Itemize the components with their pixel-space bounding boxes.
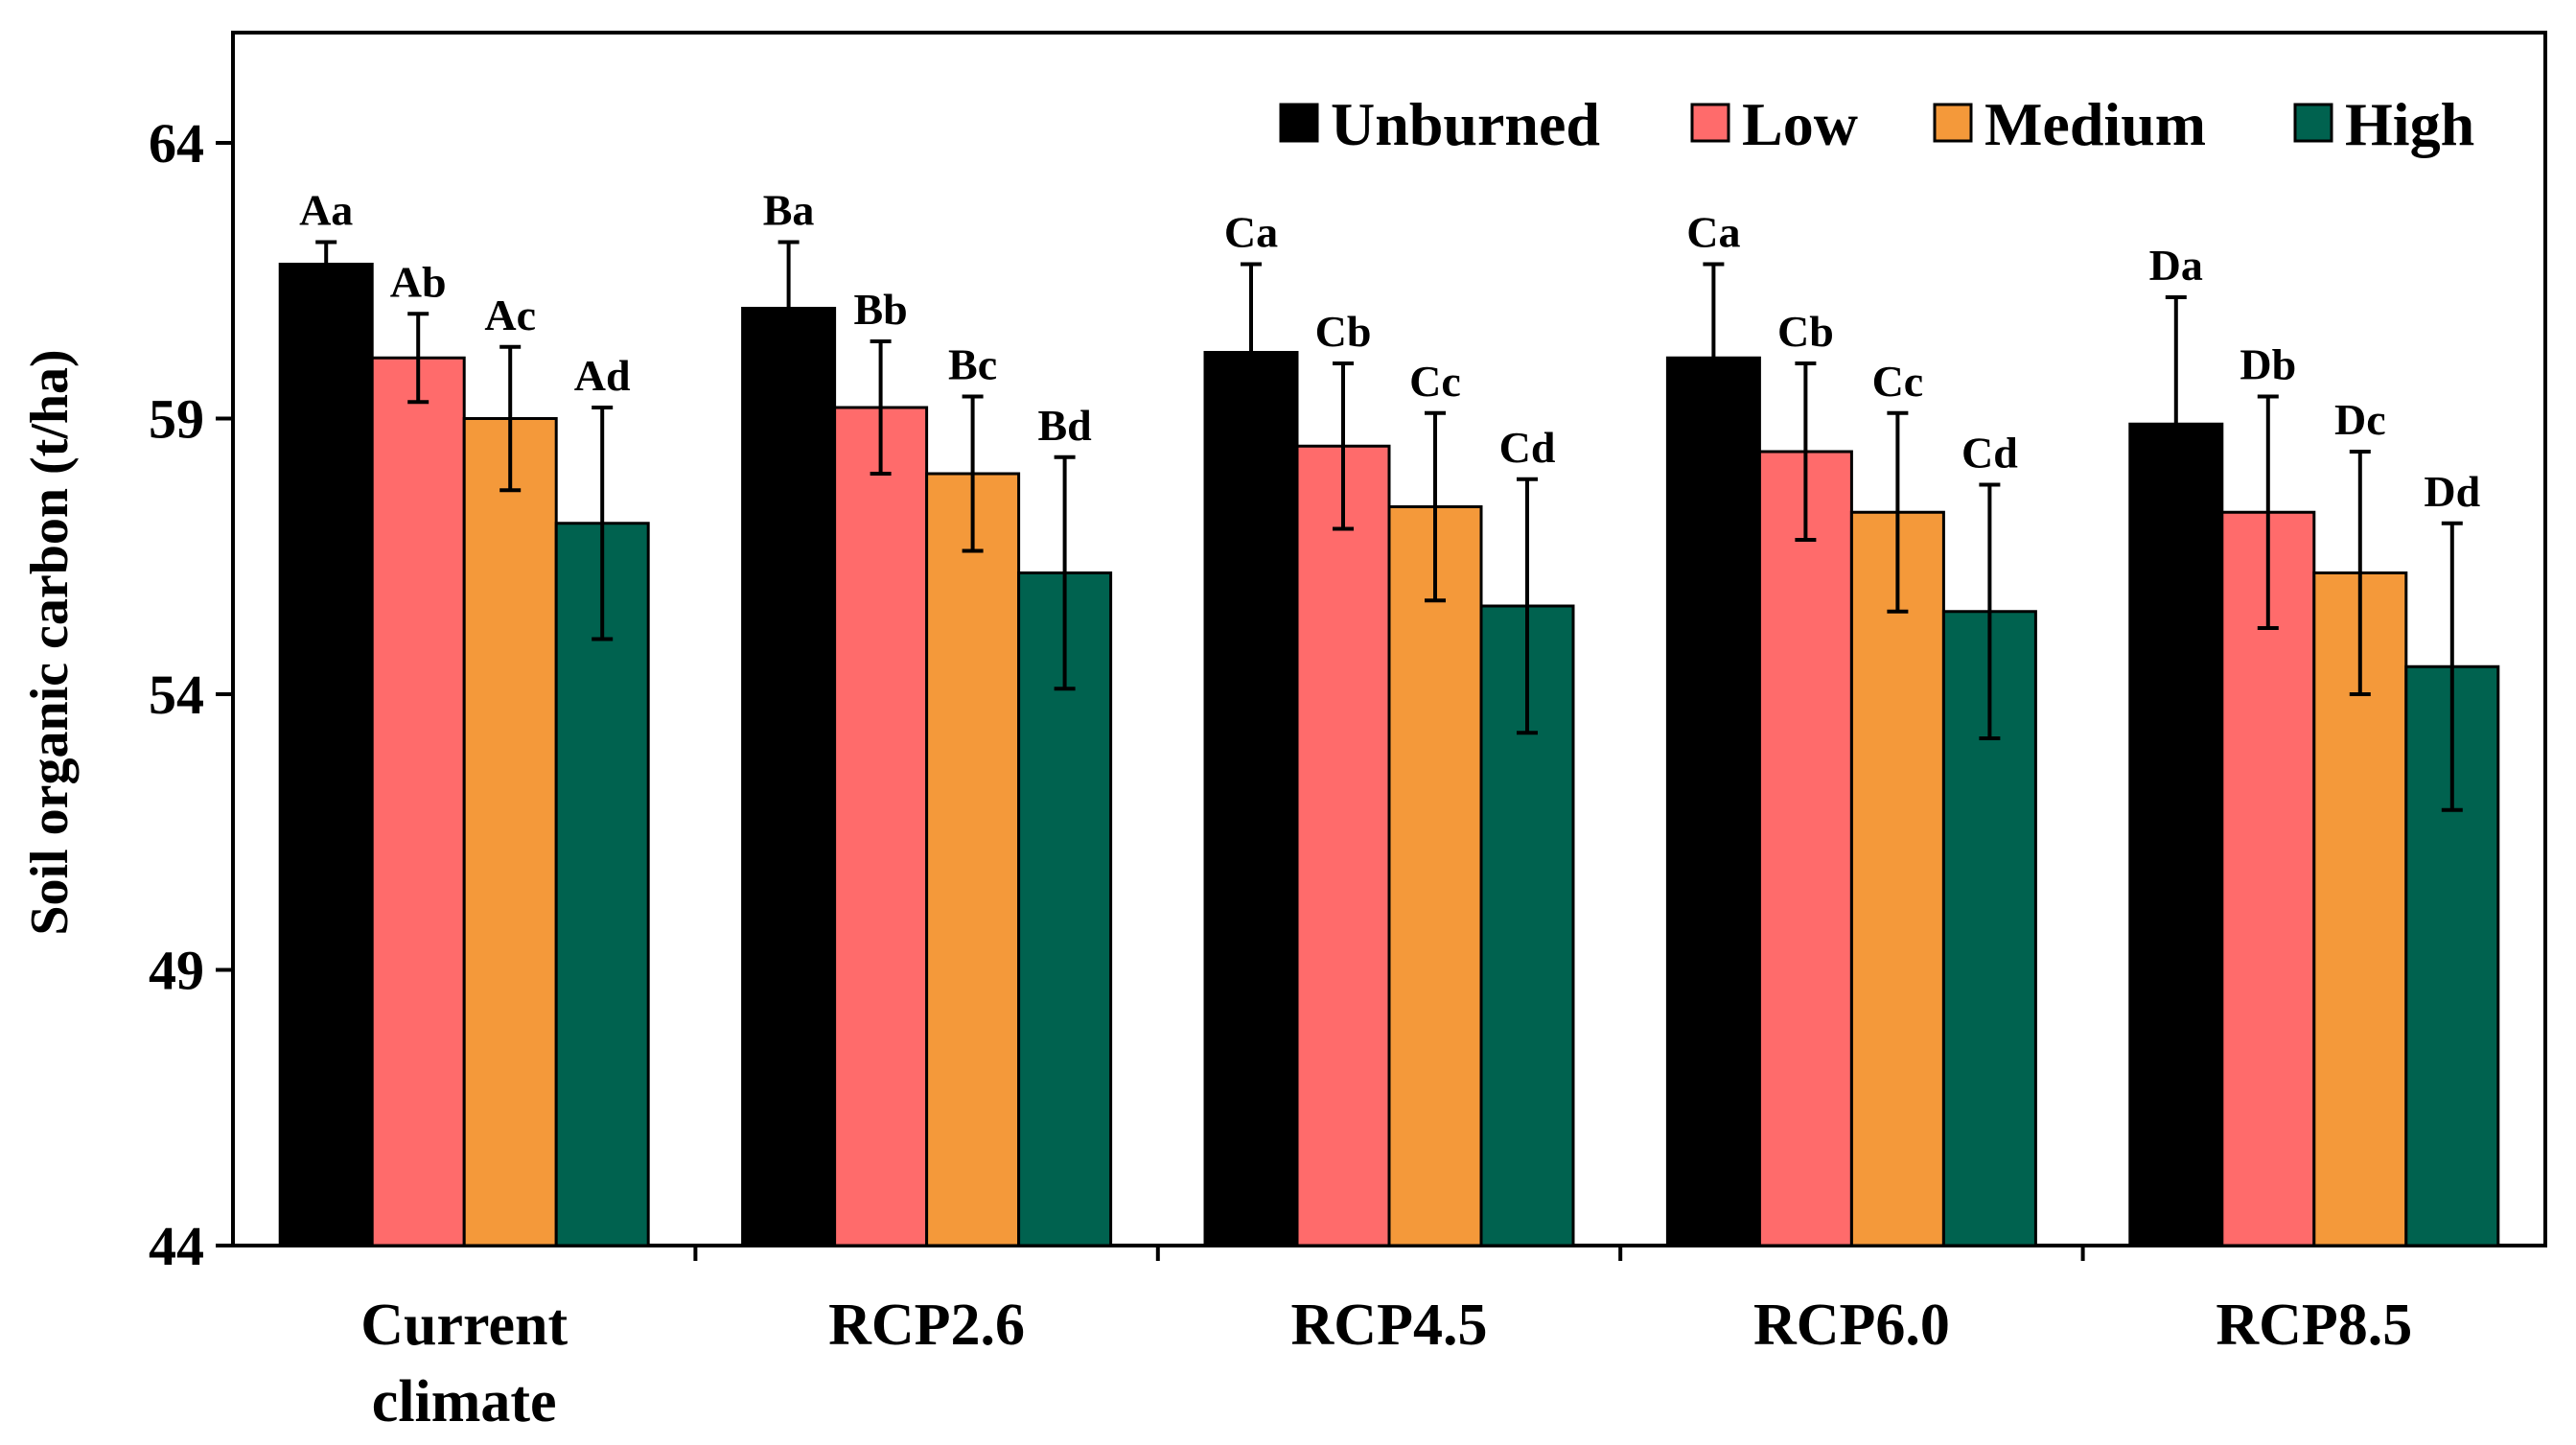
x-tick-label: RCP8.5 [2216, 1293, 2412, 1358]
significance-label: Dd [2424, 467, 2480, 516]
y-tick-label: 54 [149, 664, 204, 726]
x-tick-label: RCP6.0 [1753, 1293, 1950, 1358]
bar-low [370, 356, 466, 1247]
bar-unburned [1665, 356, 1761, 1247]
bar-medium [1387, 505, 1483, 1247]
significance-label: Ad [574, 351, 631, 400]
x-tick-label: RCP2.6 [828, 1293, 1025, 1358]
legend-swatch-medium [1933, 103, 1973, 143]
significance-label: Ca [1224, 208, 1278, 257]
significance-label: Db [2239, 340, 2296, 389]
bar-unburned [2128, 422, 2224, 1247]
y-tick-label: 59 [149, 388, 204, 451]
y-axis-label: Soil organic carbon (t/ha) [20, 349, 80, 935]
y-tick-label: 49 [149, 940, 204, 1002]
significance-label: Bc [948, 340, 997, 389]
y-axis-group: 44 49 54 59 64 [149, 112, 233, 1277]
legend-swatch-unburned [1279, 103, 1319, 143]
error-bars-group [315, 240, 2463, 812]
legend-swatch-high [2293, 103, 2333, 143]
legend: Unburned Low Medium High [1279, 90, 2474, 158]
legend-label-high: High [2345, 90, 2474, 158]
legend-label-medium: Medium [1984, 90, 2206, 158]
significance-label: Dc [2334, 395, 2386, 444]
bar-unburned [741, 307, 837, 1247]
bar-low [833, 406, 929, 1247]
bar-unburned [1203, 351, 1299, 1247]
bar-low [1295, 444, 1391, 1247]
bars-group [278, 263, 2500, 1247]
bar-low [2220, 510, 2316, 1247]
significance-label: Ab [390, 257, 447, 306]
x-axis-group: Current climate RCP2.6 RCP4.5 RCP6.0 RCP8.5 [360, 1246, 2412, 1434]
significance-label: Cc [1409, 357, 1461, 406]
y-tick-label: 64 [149, 112, 204, 175]
significance-label: Bd [1037, 401, 1092, 450]
significance-label: Cb [1315, 307, 1372, 356]
legend-label-unburned: Unburned [1331, 90, 1600, 158]
significance-label: Cc [1872, 357, 1924, 406]
significance-label: Cd [1499, 423, 1556, 472]
significance-label: Ca [1686, 208, 1740, 257]
significance-label: Cb [1777, 307, 1834, 356]
significance-label: Cd [1961, 429, 2018, 478]
significance-label: Ba [763, 186, 815, 235]
bar-medium [925, 472, 1021, 1247]
x-tick-label: RCP4.5 [1291, 1293, 1488, 1358]
bar-medium [1849, 510, 1945, 1247]
y-tick-label: 44 [149, 1215, 204, 1277]
significance-label: Da [2149, 241, 2203, 290]
x-tick-label: Current [360, 1293, 568, 1358]
x-tick-label: climate [372, 1369, 557, 1434]
bar-unburned [278, 263, 374, 1247]
significance-labels-group: Aa Ab Ac Ad Ba Bb Bc Bd Ca Cb Cc Cd Ca Cb Cc Cd Da Db Dc Dd [299, 186, 2481, 516]
bar-medium [462, 417, 558, 1247]
significance-label: Bb [853, 285, 907, 334]
legend-label-low: Low [1742, 90, 1858, 158]
legend-swatch-low [1690, 103, 1730, 143]
significance-label: Ac [484, 291, 536, 339]
bar-low [1757, 450, 1853, 1247]
significance-label: Aa [299, 186, 353, 235]
